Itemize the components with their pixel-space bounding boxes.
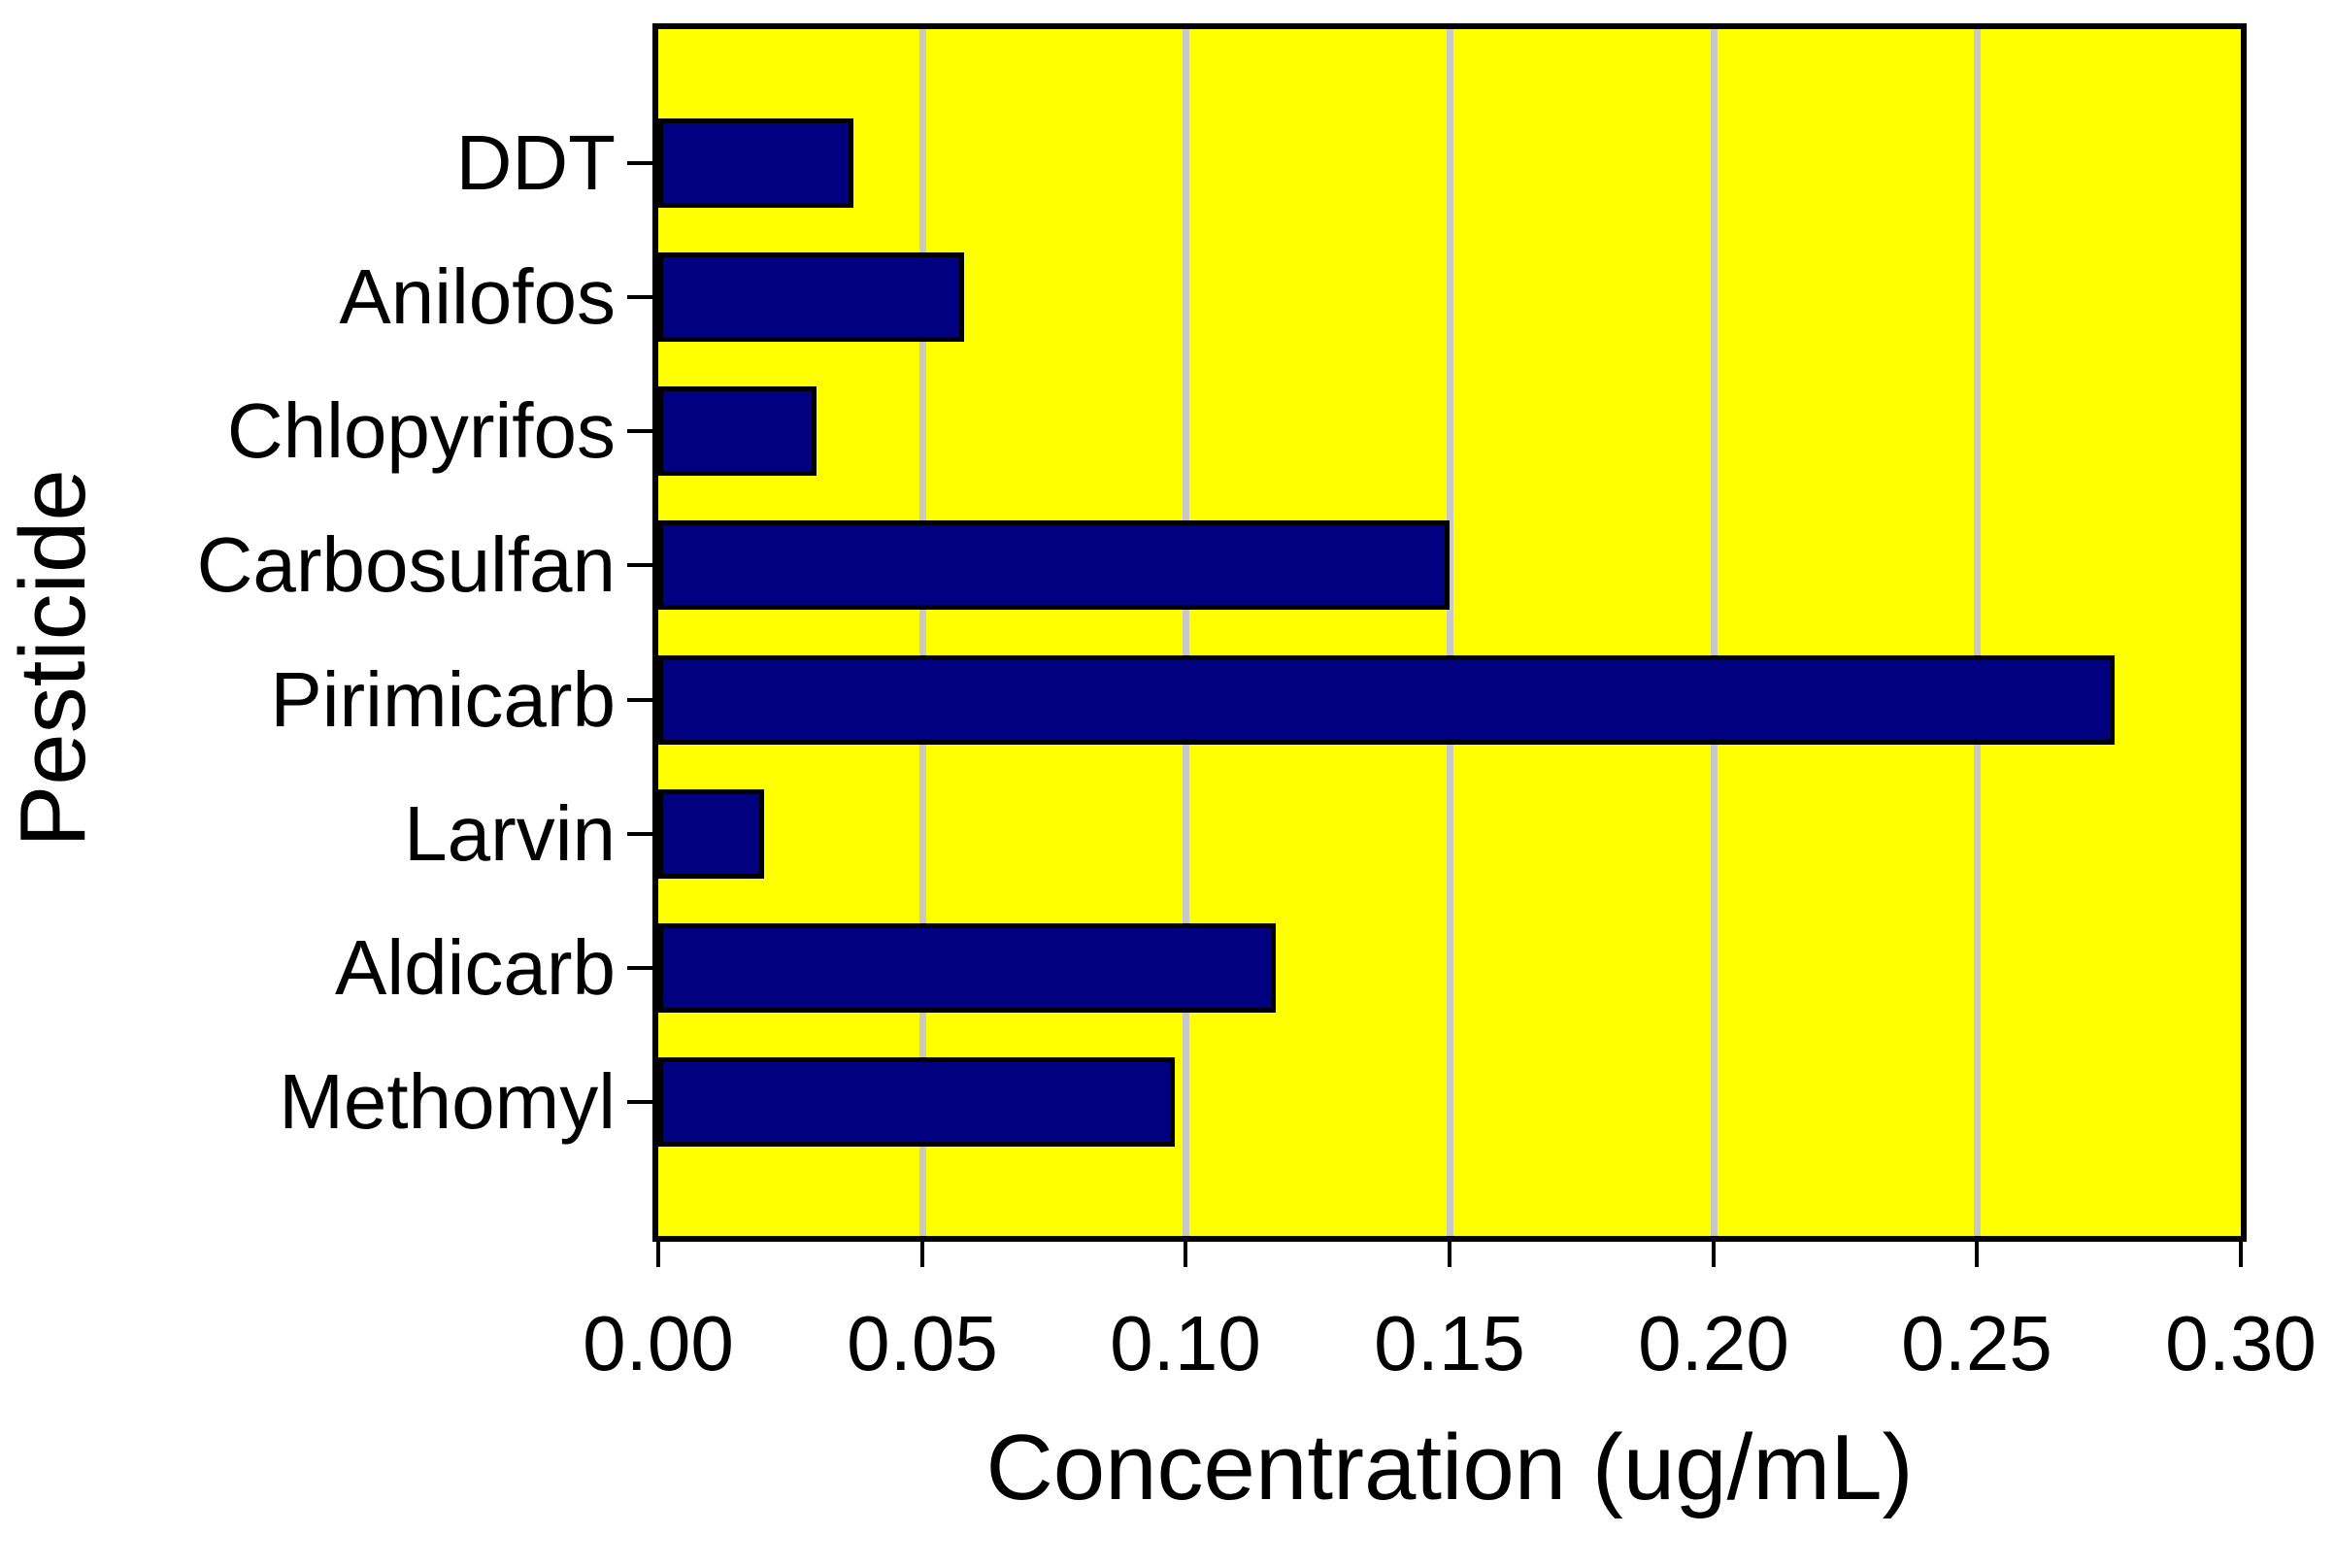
bar-ddt [658, 118, 853, 208]
y-axis-title: Pesticide [1, 469, 105, 848]
gridline [1183, 29, 1190, 1236]
y-tick-label: Aldicarb [334, 924, 616, 1011]
gridline [1710, 29, 1718, 1236]
x-tick [1975, 1242, 1979, 1267]
y-tick [627, 698, 652, 702]
y-tick [627, 563, 652, 567]
y-tick-label: Larvin [404, 790, 616, 877]
gridline [918, 29, 926, 1236]
y-tick [627, 429, 652, 433]
y-tick-label: Pirimicarb [270, 656, 616, 743]
x-tick [2239, 1242, 2243, 1267]
y-tick [627, 832, 652, 836]
y-tick [627, 966, 652, 970]
bar-anilofos [658, 252, 964, 342]
bar-larvin [658, 789, 764, 879]
bar-carbosulfan [658, 520, 1450, 610]
x-tick-label: 0.20 [1638, 1300, 1789, 1386]
gridline [1974, 29, 1982, 1236]
x-tick [656, 1242, 660, 1267]
bar-aldicarb [658, 923, 1276, 1013]
x-tick [920, 1242, 924, 1267]
x-tick-label: 0.30 [2165, 1300, 2317, 1386]
y-tick [627, 161, 652, 165]
y-tick [627, 1100, 652, 1104]
x-tick [1712, 1242, 1716, 1267]
x-tick-label: 0.15 [1374, 1300, 1525, 1386]
x-axis-title: Concentration (ug/mL) [985, 1416, 1914, 1519]
y-tick-label: Methomyl [279, 1058, 616, 1145]
bar-chlopyrifos [658, 386, 817, 476]
gridline [1447, 29, 1453, 1236]
x-tick-label: 0.10 [1110, 1300, 1261, 1386]
plot-area [652, 23, 2247, 1242]
bar-pirimicarb [658, 655, 2115, 745]
x-tick [1448, 1242, 1451, 1267]
x-tick-label: 0.25 [1901, 1300, 2052, 1386]
y-tick-label: Carbosulfan [196, 521, 616, 608]
y-tick [627, 295, 652, 299]
x-tick [1184, 1242, 1187, 1267]
y-tick-label: Chlopyrifos [226, 387, 616, 474]
y-tick-label: Anilofos [339, 253, 616, 340]
x-tick-label: 0.00 [583, 1300, 734, 1386]
y-tick-label: DDT [455, 119, 616, 206]
bar-methomyl [658, 1057, 1175, 1147]
x-tick-label: 0.05 [847, 1300, 998, 1386]
